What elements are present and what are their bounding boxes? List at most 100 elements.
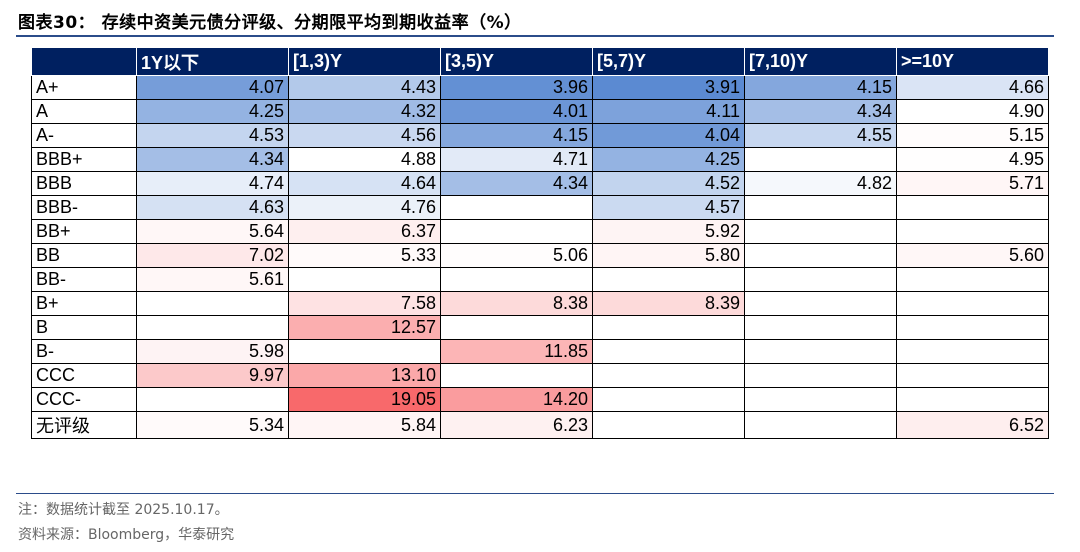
value-cell: 4.04 [592, 123, 745, 148]
row-label: BB- [31, 267, 137, 292]
value-cell: 5.34 [136, 411, 289, 439]
value-cell [896, 291, 1049, 316]
value-cell [896, 267, 1049, 292]
value-cell [896, 387, 1049, 412]
column-header: >=10Y [896, 47, 1049, 76]
value-cell [440, 267, 593, 292]
value-cell [744, 339, 897, 364]
table-row: 无评级 5.34 5.84 6.23 6.52 [31, 411, 1049, 439]
value-cell: 8.38 [440, 291, 593, 316]
table-row: BB- 5.61 [31, 267, 1049, 292]
value-cell: 5.80 [592, 243, 745, 268]
table-row: CCC- 19.05 14.20 [31, 387, 1049, 412]
table-body: A+ 4.07 4.43 3.96 3.91 4.15 4.66 A 4.25 4.32 4.01 4… [31, 75, 1049, 439]
footnote: 注：数据统计截至 2025.10.17。 [18, 502, 229, 518]
value-cell: 4.53 [136, 123, 289, 148]
value-cell: 12.57 [288, 315, 441, 340]
value-cell [592, 387, 745, 412]
table-row: B- 5.98 11.85 [31, 339, 1049, 364]
value-cell [440, 219, 593, 244]
value-cell: 4.95 [896, 147, 1049, 172]
row-label: B [31, 315, 137, 340]
value-cell: 4.63 [136, 195, 289, 220]
footer-divider [16, 493, 1054, 494]
value-cell [440, 363, 593, 388]
row-label: CCC- [31, 387, 137, 412]
row-label: BBB+ [31, 147, 137, 172]
value-cell: 5.60 [896, 243, 1049, 268]
row-label: BBB [31, 171, 137, 196]
value-cell: 7.02 [136, 243, 289, 268]
column-header: [1,3)Y [288, 47, 441, 76]
value-cell: 4.71 [440, 147, 593, 172]
column-header: [5,7)Y [592, 47, 745, 76]
table-row: CCC 9.97 13.10 [31, 363, 1049, 388]
value-cell [592, 339, 745, 364]
value-cell [744, 267, 897, 292]
row-label: A [31, 99, 137, 124]
value-cell: 5.92 [592, 219, 745, 244]
row-label: A+ [31, 75, 137, 100]
value-cell: 4.64 [288, 171, 441, 196]
row-label: A- [31, 123, 137, 148]
value-cell: 5.71 [896, 171, 1049, 196]
value-cell: 4.34 [440, 171, 593, 196]
value-cell [744, 363, 897, 388]
value-cell: 3.91 [592, 75, 745, 100]
value-cell [136, 387, 289, 412]
table-row: BB 7.02 5.33 5.06 5.80 5.60 [31, 243, 1049, 268]
value-cell: 6.23 [440, 411, 593, 439]
row-label: B- [31, 339, 137, 364]
row-label: 无评级 [31, 411, 137, 439]
value-cell [592, 267, 745, 292]
table-row: A 4.25 4.32 4.01 4.11 4.34 4.90 [31, 99, 1049, 124]
value-cell: 14.20 [440, 387, 593, 412]
value-cell [136, 291, 289, 316]
value-cell: 9.97 [136, 363, 289, 388]
value-cell: 4.01 [440, 99, 593, 124]
value-cell: 5.15 [896, 123, 1049, 148]
value-cell: 4.15 [744, 75, 897, 100]
source-line: 资料来源：Bloomberg，华泰研究 [18, 527, 235, 543]
value-cell: 4.34 [136, 147, 289, 172]
value-cell: 5.06 [440, 243, 593, 268]
value-cell: 4.56 [288, 123, 441, 148]
table-row: BBB 4.74 4.64 4.34 4.52 4.82 5.71 [31, 171, 1049, 196]
table-row: BB+ 5.64 6.37 5.92 [31, 219, 1049, 244]
yield-heatmap-table: 1Y以下 [1,3)Y [3,5)Y [5,7)Y [7,10)Y >=10Y … [31, 47, 1049, 439]
value-cell [136, 315, 289, 340]
table-row: B+ 7.58 8.38 8.39 [31, 291, 1049, 316]
table-row: B 12.57 [31, 315, 1049, 340]
value-cell [288, 339, 441, 364]
value-cell [896, 315, 1049, 340]
value-cell: 13.10 [288, 363, 441, 388]
value-cell: 4.15 [440, 123, 593, 148]
table-row: A+ 4.07 4.43 3.96 3.91 4.15 4.66 [31, 75, 1049, 100]
value-cell: 19.05 [288, 387, 441, 412]
value-cell [744, 411, 897, 439]
value-cell: 6.52 [896, 411, 1049, 439]
row-label: BB [31, 243, 137, 268]
row-label: BBB- [31, 195, 137, 220]
value-cell [744, 243, 897, 268]
table-row: A- 4.53 4.56 4.15 4.04 4.55 5.15 [31, 123, 1049, 148]
value-cell [288, 267, 441, 292]
value-cell: 7.58 [288, 291, 441, 316]
value-cell: 4.88 [288, 147, 441, 172]
row-label: B+ [31, 291, 137, 316]
value-cell [440, 195, 593, 220]
value-cell [592, 411, 745, 439]
value-cell: 8.39 [592, 291, 745, 316]
chart-title: 图表30： 存续中资美元债分评级、分期限平均到期收益率（%） [18, 13, 522, 33]
value-cell [896, 339, 1049, 364]
row-label: BB+ [31, 219, 137, 244]
header-row: 1Y以下 [1,3)Y [3,5)Y [5,7)Y [7,10)Y >=10Y [31, 47, 1049, 76]
value-cell [896, 219, 1049, 244]
value-cell [744, 291, 897, 316]
value-cell: 6.37 [288, 219, 441, 244]
value-cell: 5.84 [288, 411, 441, 439]
column-header: 1Y以下 [136, 47, 289, 76]
value-cell: 4.25 [136, 99, 289, 124]
value-cell: 4.55 [744, 123, 897, 148]
header-corner [31, 47, 137, 76]
